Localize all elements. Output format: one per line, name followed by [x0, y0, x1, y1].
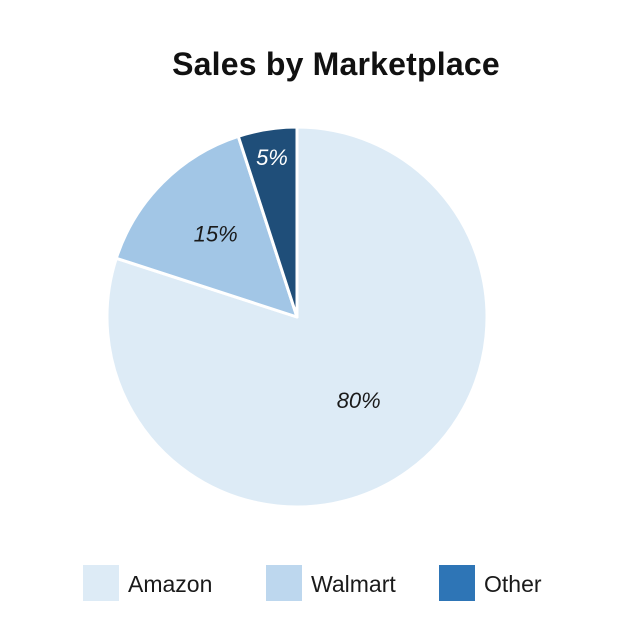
legend-swatch-other [439, 565, 475, 601]
legend-label-amazon: Amazon [128, 571, 213, 597]
legend-label-walmart: Walmart [311, 571, 396, 597]
chart-title: Sales by Marketplace [172, 46, 500, 82]
pie-slice-other [236, 125, 299, 319]
pie-slice-amazon [105, 125, 489, 509]
legend-swatch-walmart [266, 565, 302, 601]
slice-label-amazon: 80% [337, 388, 381, 413]
legend-swatch-amazon [83, 565, 119, 601]
pie-slices [105, 125, 489, 509]
legend-label-other: Other [484, 571, 542, 597]
slice-label-walmart: 15% [194, 221, 238, 246]
slice-label-other: 5% [256, 145, 288, 170]
slice-labels: 80% 15% 5% [194, 145, 381, 413]
